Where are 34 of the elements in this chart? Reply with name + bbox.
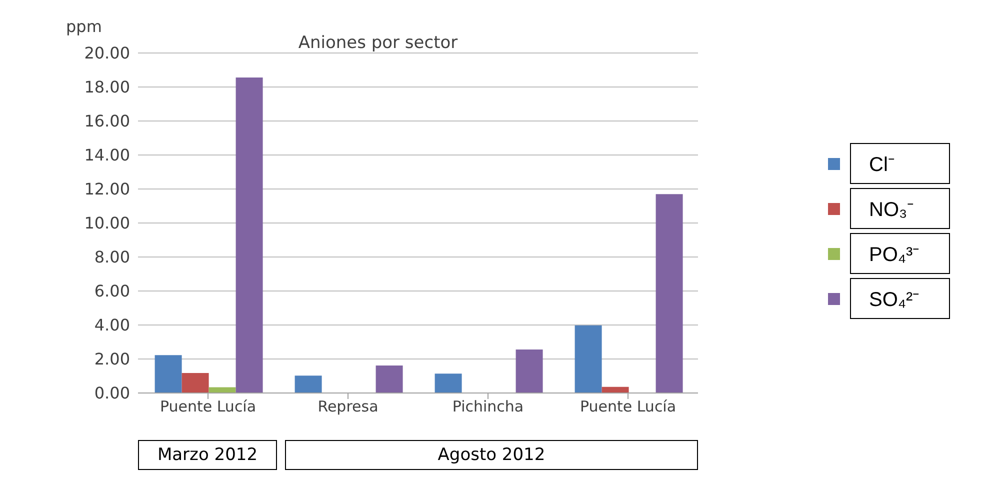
legend-label: NO₃⁻ <box>850 188 950 229</box>
y-tick-label: 0.00 <box>94 384 130 403</box>
x-tick-label: Represa <box>318 398 378 416</box>
y-tick-label: 20.00 <box>84 44 130 63</box>
chart-title: Aniones por sector <box>298 33 458 53</box>
y-tick-label: 12.00 <box>84 180 130 199</box>
y-tick-label: 2.00 <box>94 350 130 369</box>
legend-label: SO₄²⁻ <box>850 278 950 319</box>
y-tick-label: 14.00 <box>84 146 130 165</box>
bar <box>154 355 182 393</box>
bar <box>574 325 602 393</box>
y-tick-label: 4.00 <box>94 316 130 335</box>
bar <box>376 365 403 393</box>
y-tick-label: 6.00 <box>94 282 130 301</box>
bar <box>656 194 683 393</box>
bar <box>208 387 236 393</box>
y-axis-title: ppm <box>66 17 102 36</box>
y-tick-label: 18.00 <box>84 78 130 97</box>
bar <box>294 376 322 393</box>
bar <box>602 386 629 393</box>
bar <box>434 374 462 393</box>
text: Agosto 2012 <box>285 440 698 470</box>
legend-label: PO₄³⁻ <box>850 233 950 274</box>
y-tick-label: 8.00 <box>94 248 130 267</box>
x-tick-label: Puente Lucía <box>580 398 676 416</box>
x-tick-label: Pichincha <box>452 398 524 416</box>
bar <box>236 77 263 393</box>
bar <box>182 372 209 393</box>
legend-label: Cl⁻ <box>850 143 950 184</box>
bar <box>516 349 543 393</box>
y-tick-label: 10.00 <box>84 214 130 233</box>
text: Marzo 2012 <box>138 440 277 470</box>
x-tick-label: Puente Lucía <box>160 398 256 416</box>
y-tick-label: 16.00 <box>84 112 130 131</box>
